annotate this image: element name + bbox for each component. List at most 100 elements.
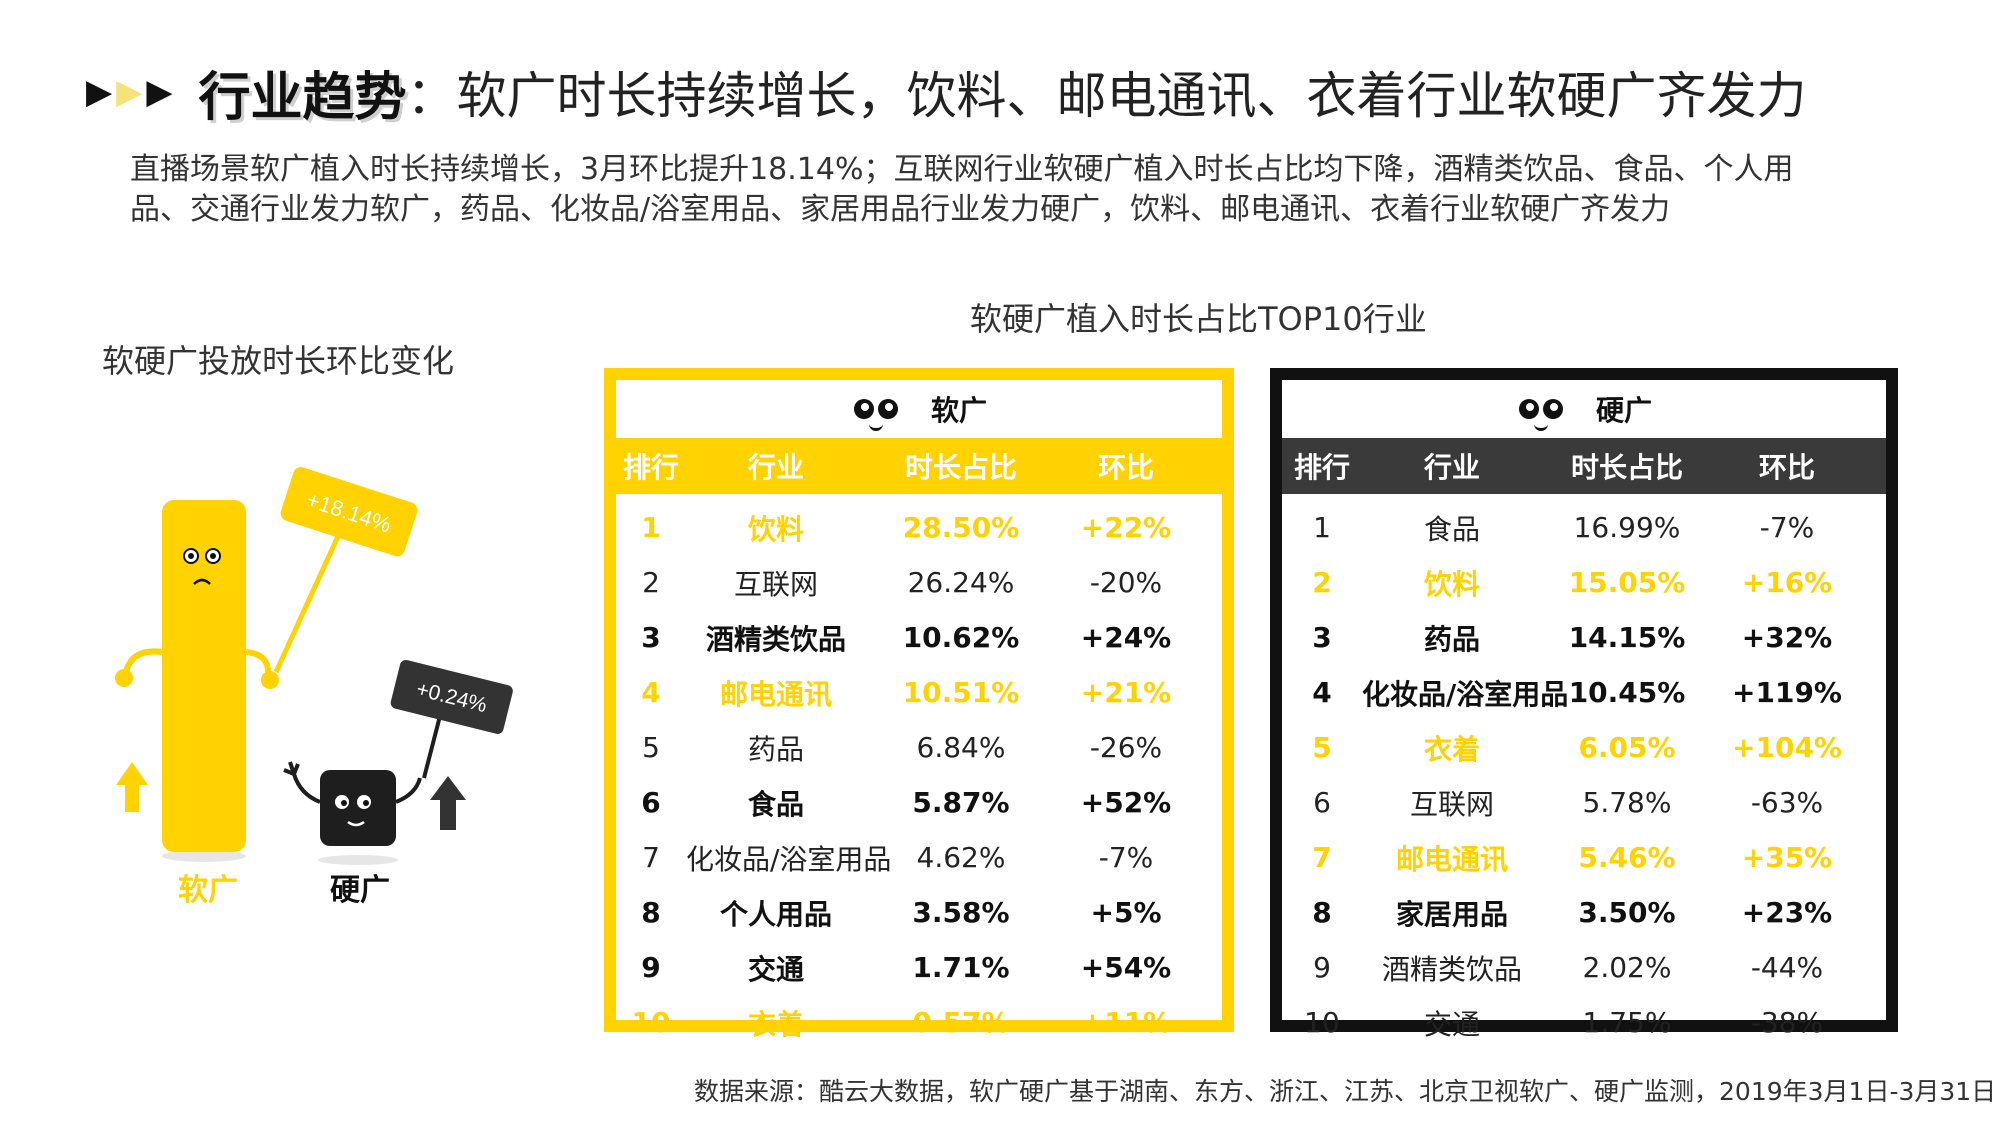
hard-table-name: 硬广 — [1595, 394, 1652, 427]
table-cell-industry: 药品 — [1423, 622, 1480, 656]
soft-bar — [162, 500, 246, 852]
table-cell-industry: 互联网 — [733, 567, 818, 601]
soft-hard-illustration: +18.14% +0.24% 软广 硬广 — [115, 467, 513, 908]
table-cell-rank: 10 — [631, 1006, 671, 1039]
table-cell-rank: 1 — [641, 511, 661, 544]
table-cell-rank: 7 — [642, 841, 660, 874]
table-cell-change: +5% — [1090, 896, 1162, 929]
table-cell-share: 6.84% — [916, 731, 1006, 764]
soft-change-sign — [280, 467, 418, 557]
table-cell-industry: 酒精类饮品 — [1381, 952, 1522, 986]
table-cell-industry: 食品 — [1423, 512, 1480, 546]
table-cell-share: 2.02% — [1582, 951, 1672, 984]
table-cell-change: -7% — [1759, 511, 1815, 544]
table-cell-rank: 7 — [1312, 841, 1332, 874]
table-row: 7 邮电通讯 5.46% +35% — [1282, 830, 1886, 885]
column-header-share: 时长占比 — [904, 451, 1017, 484]
left-subtitle: 软硬广投放时长环比变化 — [102, 342, 455, 380]
soft-hand-right — [261, 671, 279, 689]
hard-face — [335, 795, 371, 827]
table-cell-change: +35% — [1741, 841, 1833, 874]
table-cell-share: 0.57% — [912, 1006, 1010, 1039]
column-header-industry: 行业 — [747, 451, 804, 484]
table-cell-change: +11% — [1080, 1006, 1172, 1039]
table-cell-rank: 6 — [641, 786, 661, 819]
up-arrow-icon — [116, 762, 148, 812]
table-cell-change: +32% — [1741, 621, 1833, 654]
table-cell-rank: 9 — [1313, 951, 1331, 984]
hard-box — [320, 770, 396, 846]
table-cell-share: 4.62% — [916, 841, 1006, 874]
table-cell-change: -63% — [1750, 786, 1824, 819]
soft-hand-left — [115, 669, 133, 687]
column-header-change: 环比 — [1097, 451, 1154, 484]
table-row: 8 个人用品 3.58% +5% — [616, 885, 1222, 940]
table-cell-rank: 8 — [1312, 896, 1332, 929]
table-cell-share: 6.05% — [1578, 731, 1676, 764]
soft-ad-table: 软广 排行 行业 时长占比 环比 1 饮料 28.50% +22% 2 互联网 26.24%… — [604, 368, 1234, 1041]
column-header-industry: 行业 — [1423, 451, 1480, 484]
hard-label: 硬广 — [330, 873, 390, 908]
table-cell-industry: 邮电通讯 — [1395, 842, 1508, 876]
soft-table-header: 软广 — [616, 380, 1222, 438]
table-row: 10 衣着 0.57% +11% — [616, 995, 1222, 1050]
table-cell-change: -38% — [1750, 1006, 1824, 1039]
table-cell-change: -7% — [1098, 841, 1154, 874]
table-cell-industry: 衣着 — [747, 1007, 804, 1041]
table-row: 9 交通 1.71% +54% — [616, 940, 1222, 995]
table-row: 2 互联网 26.24% -20% — [616, 555, 1222, 610]
table-row: 4 邮电通讯 10.51% +21% — [616, 665, 1222, 720]
table-cell-share: 14.15% — [1568, 621, 1686, 654]
table-row: 1 食品 16.99% -7% — [1282, 500, 1886, 555]
table-row: 4 化妆品/浴室用品 10.45% +119% — [1282, 665, 1886, 720]
table-row: 1 饮料 28.50% +22% — [616, 500, 1222, 555]
table-cell-industry: 互联网 — [1409, 787, 1494, 821]
table-cell-change: +23% — [1741, 896, 1833, 929]
table-cell-share: 28.50% — [902, 511, 1020, 544]
title-arrows: ▶ ▶ ▶ — [86, 75, 172, 109]
table-row: 2 饮料 15.05% +16% — [1282, 555, 1886, 610]
table-cell-rank: 10 — [1304, 1006, 1340, 1039]
table-cell-change: +119% — [1732, 676, 1842, 709]
soft-table-column-headers: 排行 行业 时长占比 环比 — [616, 438, 1222, 494]
soft-face — [183, 548, 221, 585]
table-cell-rank: 3 — [641, 621, 661, 654]
table-cell-change: +22% — [1080, 511, 1172, 544]
hard-ad-table: 硬广 排行 行业 时长占比 环比 1 食品 16.99% -7% 2 饮料 15.05% +1… — [1270, 368, 1898, 1041]
table-cell-rank: 4 — [641, 676, 661, 709]
table-cell-change: -26% — [1089, 731, 1163, 764]
table-row: 5 衣着 6.05% +104% — [1282, 720, 1886, 775]
shadow — [318, 855, 398, 865]
table-cell-share: 5.46% — [1578, 841, 1676, 874]
hard-table-body: 1 食品 16.99% -7% 2 饮料 15.05% +16% 3 药品 14.15% +32% 4 化… — [1282, 494, 1886, 1050]
hard-table-header: 硬广 — [1282, 380, 1886, 438]
play-arrow-icon: ▶ — [116, 72, 143, 112]
table-cell-rank: 2 — [642, 566, 660, 599]
soft-label: 软广 — [178, 873, 238, 908]
table-cell-industry: 邮电通讯 — [719, 677, 832, 711]
soft-table-name: 软广 — [930, 394, 987, 427]
table-cell-industry: 衣着 — [1423, 732, 1480, 766]
table-cell-change: +52% — [1080, 786, 1172, 819]
play-arrow-icon: ▶ — [86, 72, 113, 112]
table-cell-industry: 食品 — [747, 787, 804, 821]
table-cell-rank: 9 — [641, 951, 661, 984]
column-header-share: 时长占比 — [1570, 451, 1683, 484]
table-cell-rank: 3 — [1312, 621, 1332, 654]
table-cell-change: +104% — [1732, 731, 1842, 764]
table-cell-share: 15.05% — [1568, 566, 1686, 599]
table-row: 6 互联网 5.78% -63% — [1282, 775, 1886, 830]
up-arrow-icon — [430, 776, 466, 830]
table-cell-change: +21% — [1080, 676, 1172, 709]
table-cell-industry: 个人用品 — [719, 897, 832, 931]
table-cell-rank: 2 — [1312, 566, 1332, 599]
hard-table-column-headers: 排行 行业 时长占比 环比 — [1282, 438, 1886, 494]
table-row: 10 交通 1.75% -38% — [1282, 995, 1886, 1050]
shadow — [162, 850, 246, 862]
table-cell-industry: 化妆品/浴室用品 — [686, 842, 892, 876]
page-title: ：软广时长持续增长，饮料、邮电通讯、衣着行业软硬广齐发力 — [406, 67, 1807, 125]
table-cell-rank: 8 — [641, 896, 661, 929]
table-title: 软硬广植入时长占比TOP10行业 — [970, 300, 1427, 338]
table-cell-share: 1.75% — [1582, 1006, 1672, 1039]
table-cell-share: 5.87% — [912, 786, 1010, 819]
